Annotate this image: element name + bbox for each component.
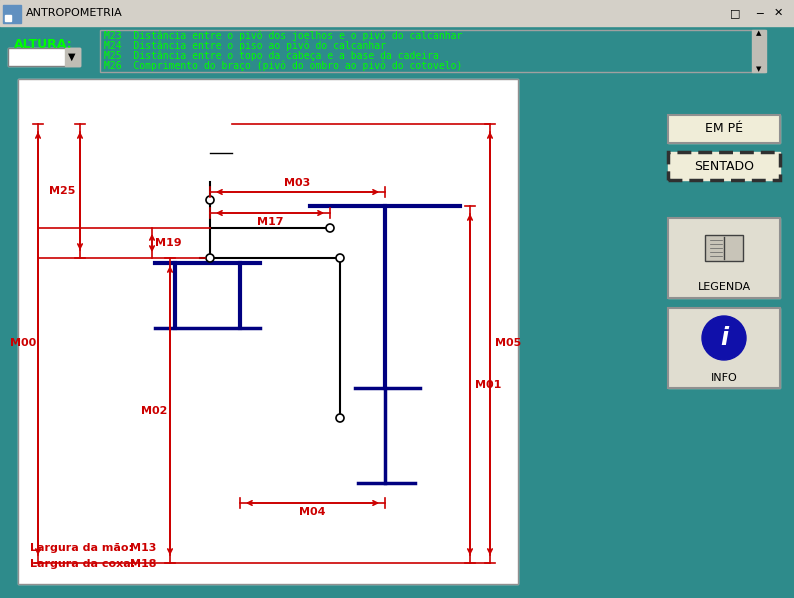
Text: M00: M00 bbox=[10, 338, 36, 349]
Text: M24  Distância entre o piso ao pivô do calcanhar: M24 Distância entre o piso ao pivô do ca… bbox=[104, 41, 386, 51]
Circle shape bbox=[336, 414, 344, 422]
Bar bbox=[65, 48, 80, 66]
Text: M03: M03 bbox=[284, 178, 310, 188]
Text: M23  Distância entre o pivô dos joelhos e o pivô do calcanhar: M23 Distância entre o pivô dos joelhos e… bbox=[104, 30, 462, 41]
FancyBboxPatch shape bbox=[705, 235, 743, 261]
Bar bbox=[18, 79, 518, 584]
Text: i: i bbox=[720, 326, 728, 350]
Text: M17: M17 bbox=[256, 217, 283, 227]
Circle shape bbox=[702, 316, 746, 360]
Text: M01: M01 bbox=[475, 380, 501, 389]
Text: M26  Comprimento do braço (pivô do ombro ao pivô do cotovelo): M26 Comprimento do braço (pivô do ombro … bbox=[104, 61, 462, 71]
Bar bbox=[668, 308, 780, 388]
Bar bbox=[752, 30, 766, 72]
Text: SENTADO: SENTADO bbox=[694, 160, 754, 172]
Text: ALTURA:: ALTURA: bbox=[14, 38, 72, 51]
Text: INFO: INFO bbox=[711, 373, 738, 383]
Text: Largura da mão:: Largura da mão: bbox=[30, 543, 133, 553]
Circle shape bbox=[326, 224, 334, 232]
Text: ▼: ▼ bbox=[68, 52, 75, 62]
Text: EM PÉ: EM PÉ bbox=[705, 123, 743, 136]
Bar bbox=[668, 308, 780, 388]
Text: LEGENDA: LEGENDA bbox=[697, 282, 750, 292]
Circle shape bbox=[206, 254, 214, 262]
Text: ▼: ▼ bbox=[757, 66, 761, 72]
Bar bbox=[668, 218, 780, 298]
Text: ANTROPOMETRIA: ANTROPOMETRIA bbox=[26, 8, 123, 18]
Text: □: □ bbox=[730, 8, 740, 18]
Text: M04: M04 bbox=[299, 507, 326, 517]
Text: M25  Distância entre o topo da cabeça e a base da cadeira: M25 Distância entre o topo da cabeça e a… bbox=[104, 51, 439, 61]
Text: ─: ─ bbox=[757, 8, 763, 18]
Bar bbox=[100, 30, 765, 72]
Bar bbox=[8, 48, 80, 66]
Text: M19: M19 bbox=[155, 238, 182, 248]
Bar bbox=[668, 152, 780, 180]
Text: Largura da coxa:: Largura da coxa: bbox=[30, 559, 135, 569]
Text: M25: M25 bbox=[48, 186, 75, 196]
Text: M02: M02 bbox=[141, 405, 167, 416]
Bar bbox=[5, 15, 11, 21]
Text: ▲: ▲ bbox=[757, 30, 761, 36]
Bar bbox=[668, 115, 780, 143]
Bar bbox=[668, 115, 780, 143]
Bar bbox=[668, 152, 780, 180]
Text: M13: M13 bbox=[130, 543, 156, 553]
Bar bbox=[8, 48, 80, 66]
Bar bbox=[18, 79, 518, 584]
Bar bbox=[0, 0, 794, 26]
Text: M18: M18 bbox=[130, 559, 156, 569]
Bar bbox=[3, 5, 21, 23]
Bar bbox=[668, 218, 780, 298]
Text: M05: M05 bbox=[495, 338, 521, 349]
Text: ✕: ✕ bbox=[773, 8, 783, 18]
Circle shape bbox=[206, 196, 214, 204]
Circle shape bbox=[336, 254, 344, 262]
Ellipse shape bbox=[188, 124, 232, 182]
